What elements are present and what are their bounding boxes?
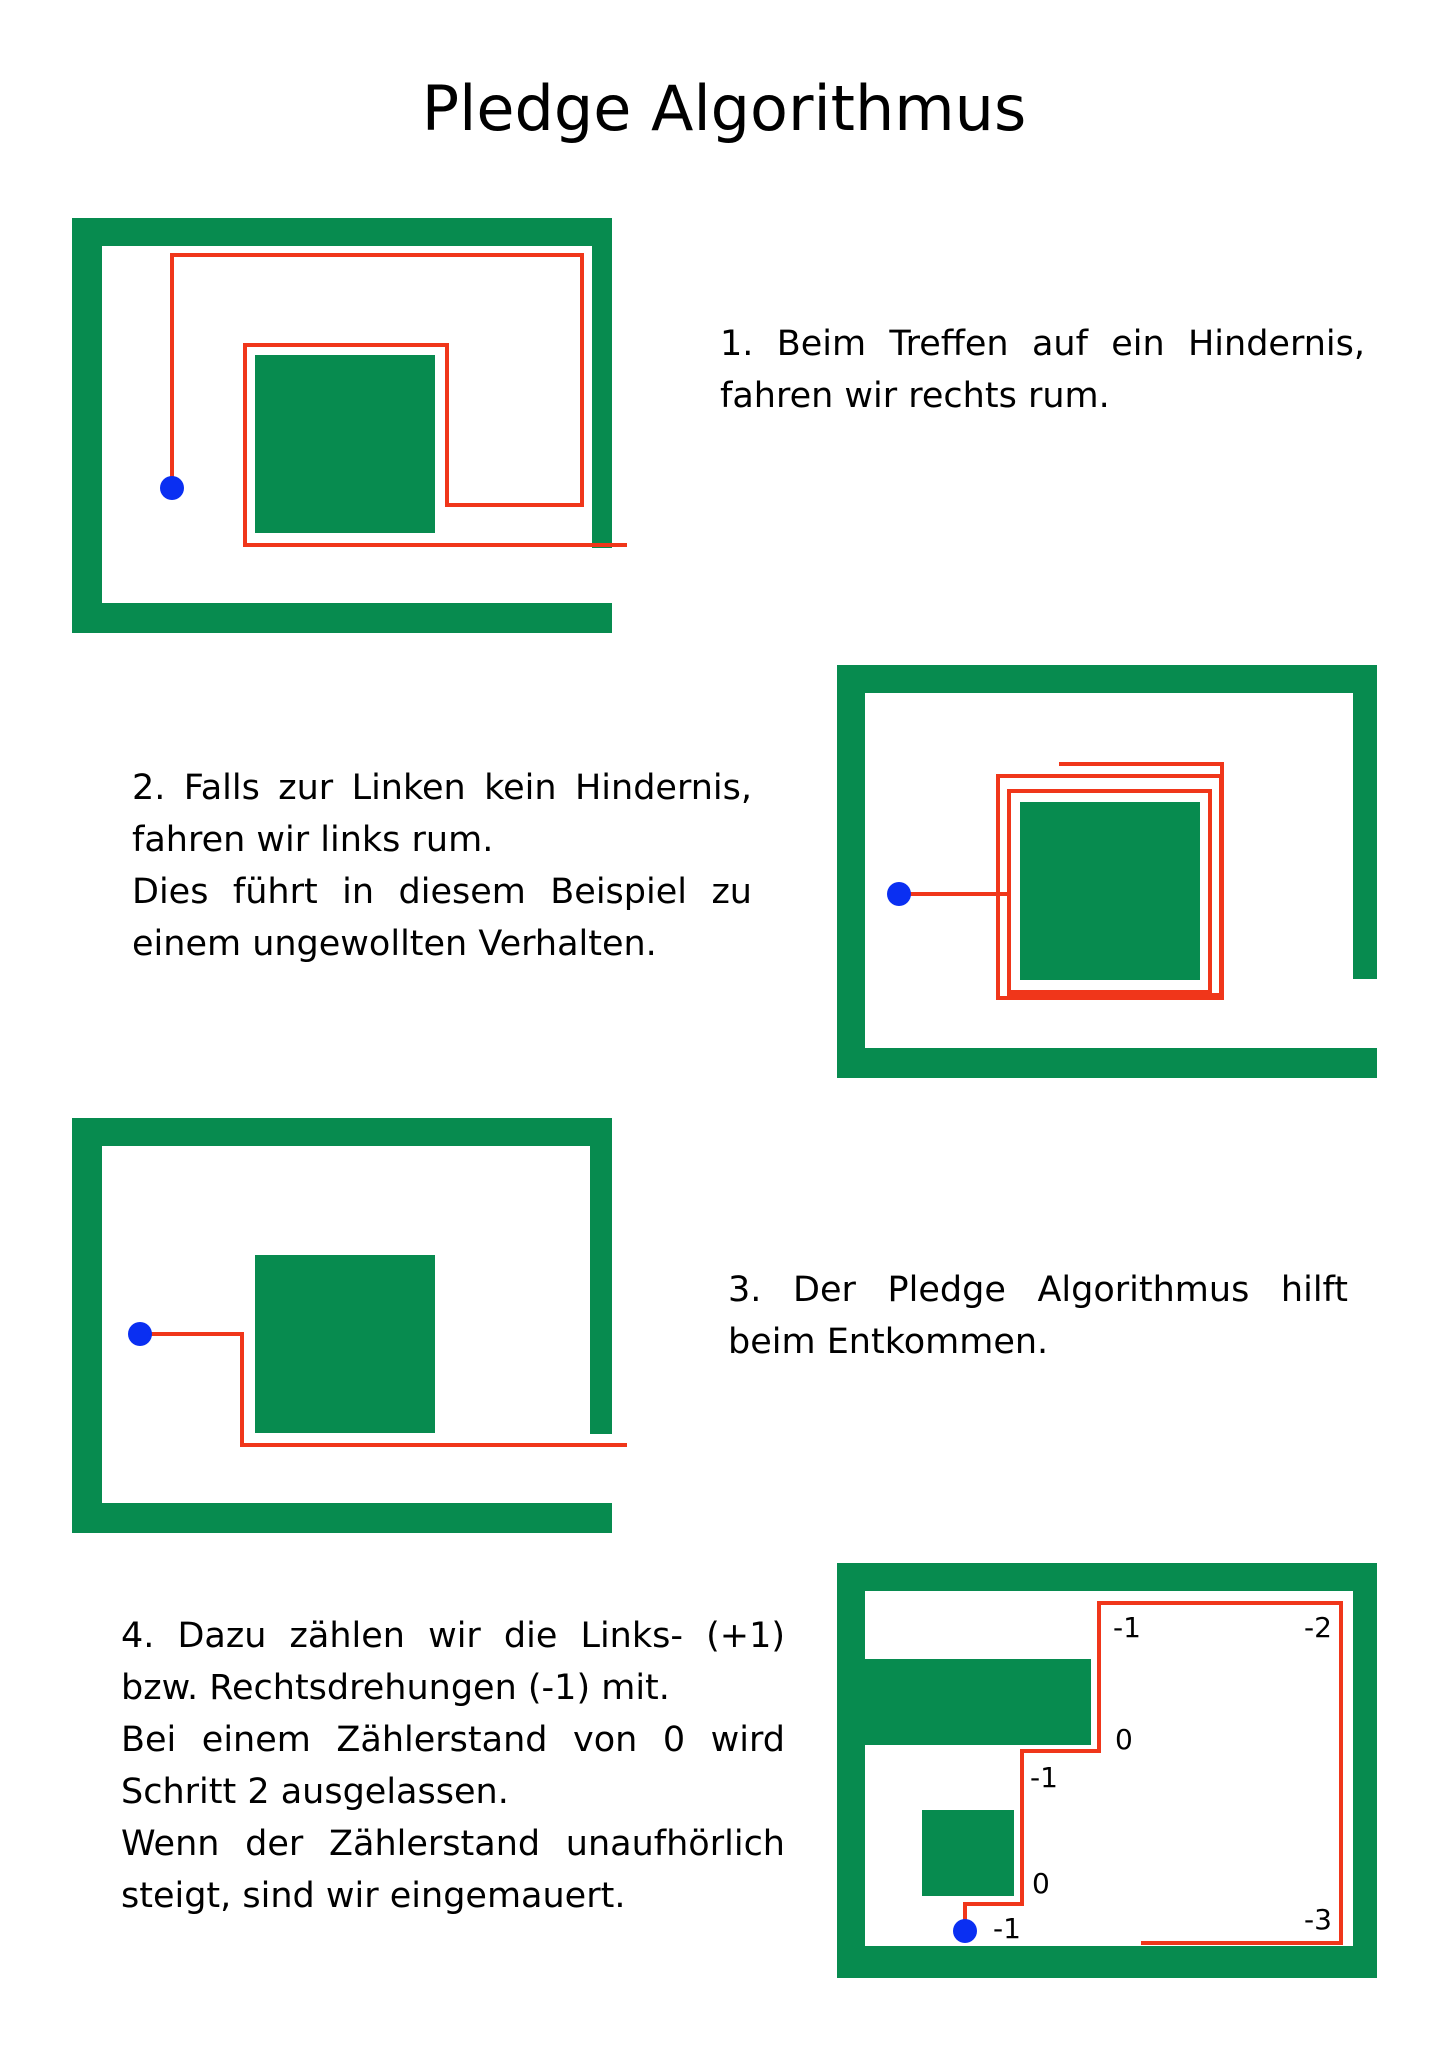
- maze-3-path: [140, 1332, 627, 1447]
- maze-4-path: [963, 1601, 1343, 1945]
- counter-label: -1: [1113, 1611, 1141, 1644]
- maze-3-diagram: [72, 1118, 627, 1533]
- text-line: Bei einem Zählerstand von 0 wird: [121, 1720, 785, 1760]
- maze-1-obstacle: [255, 355, 435, 533]
- counter-label: -1: [1030, 1761, 1058, 1794]
- maze-2-diagram: [837, 665, 1377, 1078]
- counter-label: 0: [1115, 1723, 1133, 1756]
- text-line: 2. Falls zur Linken kein Hindernis,: [132, 768, 752, 808]
- maze-4-obstacle-small: [922, 1810, 1014, 1896]
- text-line: steigt, sind wir eingemauert.: [121, 1876, 626, 1916]
- text-line: Schritt 2 ausgelassen.: [121, 1772, 509, 1812]
- maze-2-start-point: [887, 882, 911, 906]
- maze-1-path: [170, 253, 627, 547]
- text-line: 1. Beim Treffen auf ein Hindernis,: [720, 324, 1365, 364]
- text-line: Wenn der Zählerstand unaufhörlich: [121, 1824, 785, 1864]
- maze-4-obstacle-bar: [865, 1659, 1091, 1745]
- counter-label: -1: [993, 1912, 1021, 1945]
- maze-2-obstacle: [1020, 802, 1200, 980]
- text-line: 4. Dazu zählen wir die Links- (+1): [121, 1616, 785, 1656]
- maze-4-diagram: -1 -2 0 -1 0 -1 -3: [837, 1563, 1377, 1978]
- step-1-text: 1. Beim Treffen auf ein Hindernis, fahre…: [720, 318, 1365, 422]
- text-line: beim Entkommen.: [728, 1322, 1049, 1362]
- counter-label: -2: [1304, 1611, 1332, 1644]
- maze-4-outer-wall: [837, 1563, 1377, 1978]
- counter-label: 0: [1032, 1867, 1050, 1900]
- maze-4-start-point: [953, 1919, 977, 1943]
- maze-2-path: [899, 762, 1224, 1000]
- text-line: Dies führt in diesem Beispiel zu: [132, 872, 752, 912]
- maze-3-start-point: [128, 1322, 152, 1346]
- step-2-text: 2. Falls zur Linken kein Hindernis, fahr…: [132, 762, 752, 970]
- step-3-text: 3. Der Pledge Algorithmus hilft beim Ent…: [728, 1264, 1348, 1368]
- text-line: bzw. Rechtsdrehungen (-1) mit.: [121, 1668, 670, 1708]
- text-line: fahren wir links rum.: [132, 820, 494, 860]
- page-title: Pledge Algorithmus: [421, 72, 1027, 145]
- counter-label: -3: [1304, 1903, 1332, 1936]
- maze-1-start-point: [160, 476, 184, 500]
- text-line: einem ungewollten Verhalten.: [132, 924, 657, 964]
- text-line: fahren wir rechts rum.: [720, 376, 1110, 416]
- step-4-text: 4. Dazu zählen wir die Links- (+1) bzw. …: [121, 1610, 785, 1922]
- maze-3-obstacle: [255, 1255, 435, 1433]
- maze-1-diagram: [72, 218, 627, 633]
- text-line: 3. Der Pledge Algorithmus hilft: [728, 1270, 1348, 1310]
